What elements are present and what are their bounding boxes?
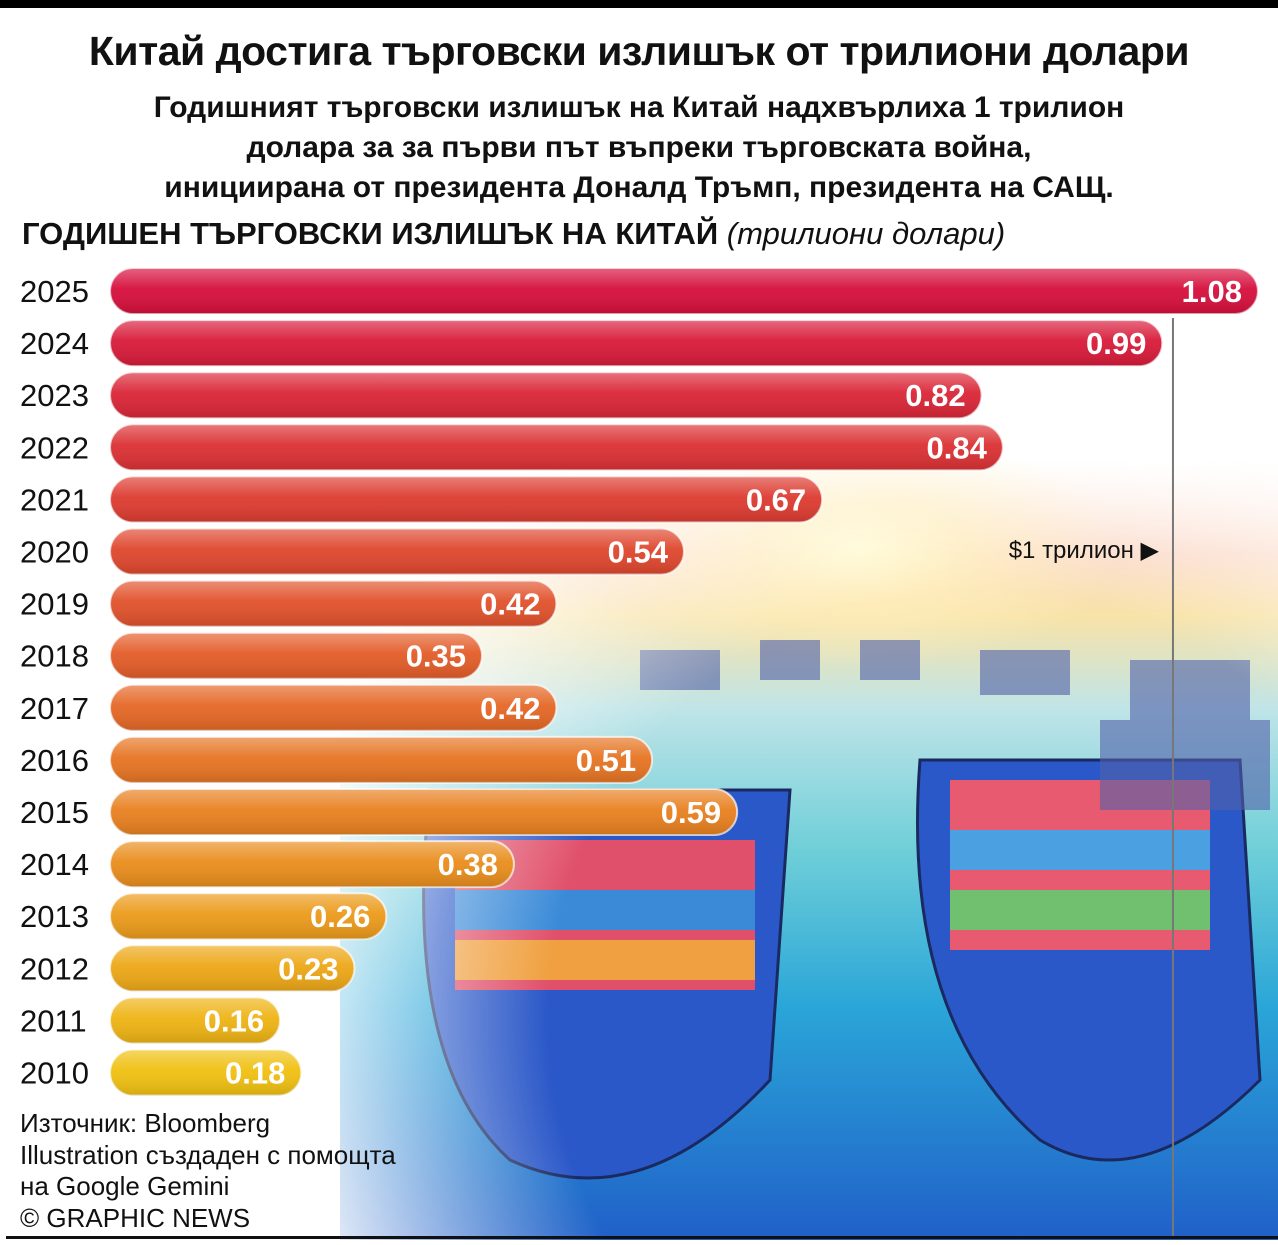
year-label: 2025 — [20, 274, 89, 309]
year-label: 2020 — [20, 535, 89, 570]
year-label: 2019 — [20, 587, 89, 622]
value-label: 0.16 — [204, 1003, 264, 1038]
bar-gloss — [110, 945, 355, 992]
source-notes: Източник: Bloomberg Illustration създаде… — [20, 1108, 396, 1234]
bar-gloss — [110, 372, 982, 419]
year-label: 2015 — [20, 795, 89, 830]
source-line: Източник: Bloomberg — [20, 1108, 271, 1138]
source-line: © GRAPHIC NEWS — [20, 1202, 251, 1233]
value-label: 0.26 — [310, 899, 370, 934]
bar-gloss — [110, 476, 823, 523]
value-label: 0.38 — [438, 847, 498, 882]
year-label: 2021 — [20, 482, 89, 517]
subtitle: Годишният търговски излишък на Китай над… — [0, 88, 1278, 208]
value-label: 0.51 — [576, 743, 636, 778]
reference-label: $1 трилион ▶ — [1009, 537, 1160, 564]
container-ships-illustration — [340, 460, 1278, 1240]
chart-title-text: ГОДИШЕН ТЪРГОВСКИ ИЗЛИШЪК НА КИТАЙ — [22, 216, 719, 251]
year-label: 2023 — [20, 378, 89, 413]
value-label: 0.99 — [1086, 326, 1146, 361]
year-label: 2012 — [20, 951, 89, 986]
value-label: 0.82 — [905, 378, 965, 413]
value-label: 0.67 — [746, 482, 806, 517]
source-line: на Google Gemini — [20, 1171, 230, 1201]
year-label: 2014 — [20, 847, 89, 882]
year-label: 2013 — [20, 899, 89, 934]
bar-gloss — [110, 632, 483, 679]
bar-gloss — [110, 997, 281, 1044]
year-label: 2022 — [20, 430, 89, 465]
year-label: 2018 — [20, 639, 89, 674]
bar-gloss — [110, 841, 514, 888]
value-label: 0.35 — [406, 639, 466, 674]
value-label: 0.84 — [927, 430, 988, 465]
value-label: 0.42 — [480, 691, 540, 726]
bar-gloss — [110, 789, 738, 835]
bar-gloss — [110, 320, 1163, 367]
bar-gloss — [110, 580, 557, 627]
page-title: Китай достига търговски излишък от трили… — [88, 28, 1190, 74]
ships-drawing — [422, 640, 1270, 1180]
value-label: 0.23 — [278, 951, 338, 986]
top-rule — [0, 0, 1278, 8]
bar-gloss — [110, 736, 653, 783]
bottom-rule — [6, 1236, 1278, 1239]
bar-gloss — [110, 684, 557, 731]
distant-ships — [640, 640, 1270, 810]
bar-gloss — [110, 893, 387, 940]
value-label: 1.08 — [1182, 274, 1242, 309]
bar-gloss — [110, 268, 1258, 314]
year-label: 2010 — [20, 1056, 89, 1091]
value-label: 0.18 — [225, 1056, 285, 1091]
year-label: 2016 — [20, 743, 89, 778]
subtitle-line: инициирана от президента Доналд Тръмп, п… — [164, 171, 1114, 204]
bar-gloss — [110, 528, 684, 575]
subtitle-line: Годишният търговски излишък на Китай над… — [153, 91, 1125, 124]
source-line: Illustration създаден с помощта — [20, 1139, 396, 1170]
value-label: 0.42 — [480, 587, 540, 622]
bar-gloss — [110, 1049, 302, 1096]
year-label: 2017 — [20, 691, 89, 726]
year-label: 2024 — [20, 326, 89, 361]
value-label: 0.59 — [661, 795, 721, 830]
chart-title: ГОДИШЕН ТЪРГОВСКИ ИЗЛИШЪК НА КИТАЙ (трил… — [22, 216, 1005, 252]
chart-unit: (трилиони долари) — [726, 216, 1006, 251]
bar-gloss — [110, 424, 1003, 471]
value-label: 0.54 — [608, 535, 669, 570]
year-label: 2011 — [20, 1003, 87, 1038]
subtitle-line: долара за за първи път въпреки търговска… — [246, 131, 1032, 164]
